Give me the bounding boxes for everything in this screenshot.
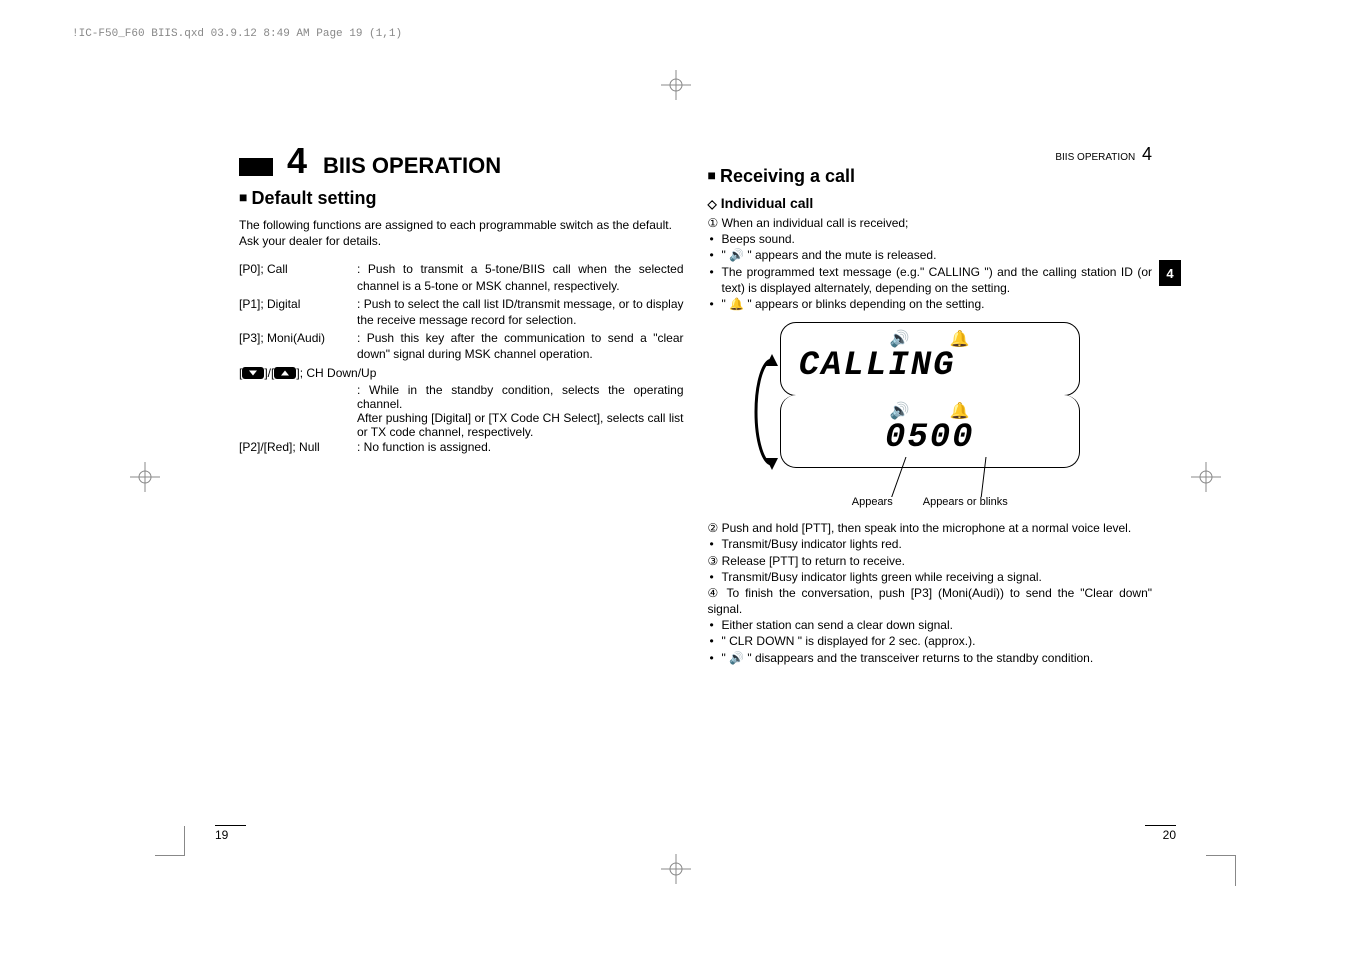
page-number-right: 20 bbox=[1145, 825, 1176, 842]
page-number-left: 19 bbox=[215, 825, 246, 842]
section-receiving-call: ■Receiving a call bbox=[708, 166, 1153, 187]
def-key: [P0]; Call bbox=[239, 261, 357, 293]
crop-mark bbox=[155, 855, 185, 856]
body-text: ① When an individual call is received; B… bbox=[708, 215, 1153, 312]
running-head-number: 4 bbox=[1142, 144, 1152, 164]
step-1: ① When an individual call is received; bbox=[708, 215, 1153, 231]
callout-appears: Appears bbox=[852, 496, 893, 508]
page-left: 4 BIIS OPERATION ■Default setting The fo… bbox=[215, 130, 696, 824]
speaker-icon: 🔊 bbox=[890, 331, 910, 348]
def-p0: [P0]; Call : Push to transmit a 5-tone/B… bbox=[239, 261, 684, 293]
step-1-bullet: Beeps sound. bbox=[708, 231, 1153, 247]
lcd-panel-1: 🔊🔔 CALLING bbox=[780, 322, 1080, 396]
step-4-bullet: " 🔊 " disappears and the transceiver ret… bbox=[708, 650, 1153, 666]
def-chupdown-line2: After pushing [Digital] or [TX Code CH S… bbox=[357, 411, 684, 439]
cycle-arrow-icon bbox=[752, 352, 780, 488]
page-right: BIIS OPERATION 4 4 ■Receiving a call ◇ In… bbox=[696, 130, 1177, 824]
callout-lines-icon bbox=[781, 457, 1081, 497]
def-val: : Push to transmit a 5-tone/BIIS call wh… bbox=[357, 261, 684, 293]
def-p3: [P3]; Moni(Audi) : Push this key after t… bbox=[239, 330, 684, 362]
step-4: ④ To finish the conversation, push [P3] … bbox=[708, 585, 1153, 617]
page-spread: 4 BIIS OPERATION ■Default setting The fo… bbox=[215, 130, 1176, 824]
thumb-tab: 4 bbox=[1159, 260, 1181, 286]
lcd-text-2: 0500 bbox=[799, 419, 1061, 457]
section-default-setting: ■Default setting bbox=[239, 188, 684, 209]
def-key: [P1]; Digital bbox=[239, 296, 357, 328]
def-null: [P2]/[Red]; Null : No function is assign… bbox=[239, 439, 684, 455]
lcd-panel-2: 🔊🔔 0500 bbox=[780, 395, 1080, 468]
step-1-bullet: " 🔊 " appears and the mute is released. bbox=[708, 247, 1153, 263]
section-title-text: Receiving a call bbox=[720, 166, 855, 186]
subsection-individual-call: ◇ Individual call bbox=[708, 195, 1153, 211]
crop-mark bbox=[184, 826, 185, 856]
diamond-bullet-icon: ◇ bbox=[708, 197, 717, 211]
chapter-title: BIIS OPERATION bbox=[323, 153, 501, 179]
step-2-bullet: Transmit/Busy indicator lights red. bbox=[708, 536, 1153, 552]
def-val: : No function is assigned. bbox=[357, 439, 684, 455]
body-text-steps: ② Push and hold [PTT], then speak into t… bbox=[708, 520, 1153, 666]
def-val: : Push to select the call list ID/transm… bbox=[357, 296, 684, 328]
chapter-number: 4 bbox=[287, 140, 307, 182]
def-chupdown-key: []/[]; CH Down/Up bbox=[239, 365, 684, 381]
section-title-text: Default setting bbox=[251, 188, 376, 208]
lcd-status-icons: 🔊🔔 bbox=[799, 401, 1061, 421]
print-slug: !IC-F50_F60 BIIS.qxd 03.9.12 8:49 AM Pag… bbox=[72, 28, 402, 40]
def-p1: [P1]; Digital : Push to select the call … bbox=[239, 296, 684, 328]
registration-mark-left bbox=[130, 462, 160, 492]
bell-icon: 🔔 bbox=[950, 403, 970, 420]
step-4-bullet: " CLR DOWN " is displayed for 2 sec. (ap… bbox=[708, 633, 1153, 649]
crop-mark bbox=[1206, 855, 1236, 856]
chapter-heading: 4 BIIS OPERATION bbox=[239, 140, 684, 182]
callout-appears-blinks: Appears or blinks bbox=[923, 496, 1008, 508]
square-bullet-icon: ■ bbox=[239, 189, 247, 205]
bell-icon: 🔔 bbox=[950, 331, 970, 348]
registration-mark-top bbox=[661, 70, 691, 100]
crop-mark bbox=[1235, 856, 1236, 886]
down-key-icon bbox=[242, 367, 264, 379]
intro-paragraph: The following functions are assigned to … bbox=[239, 217, 684, 249]
step-4-bullet: Either station can send a clear down sig… bbox=[708, 617, 1153, 633]
registration-mark-bottom bbox=[661, 854, 691, 884]
lcd-text-1: CALLING bbox=[799, 347, 1061, 385]
step-1-bullet: The programmed text message (e.g." CALLI… bbox=[708, 264, 1153, 296]
step-3-bullet: Transmit/Busy indicator lights green whi… bbox=[708, 569, 1153, 585]
chapter-strip-icon bbox=[239, 158, 273, 176]
def-val: : Push this key after the communication … bbox=[357, 330, 684, 362]
up-key-icon bbox=[274, 367, 296, 379]
def-key: [P2]/[Red]; Null bbox=[239, 439, 357, 455]
callout-labels: Appears Appears or blinks bbox=[780, 496, 1080, 508]
sub-title-text: Individual call bbox=[721, 195, 814, 211]
registration-mark-right bbox=[1191, 462, 1221, 492]
running-head-text: BIIS OPERATION bbox=[1055, 152, 1135, 163]
step-1-bullet: " 🔔 " appears or blinks depending on the… bbox=[708, 296, 1153, 312]
def-key-icons: []/[]; CH Down/Up bbox=[239, 365, 376, 381]
step-3: ③ Release [PTT] to return to receive. bbox=[708, 553, 1153, 569]
square-bullet-icon: ■ bbox=[708, 167, 716, 183]
ch-down-up-label: ; CH Down/Up bbox=[300, 366, 377, 380]
def-key: [P3]; Moni(Audi) bbox=[239, 330, 357, 362]
speaker-icon: 🔊 bbox=[890, 403, 910, 420]
lcd-status-icons: 🔊🔔 bbox=[799, 329, 1061, 349]
step-2: ② Push and hold [PTT], then speak into t… bbox=[708, 520, 1153, 536]
running-head: BIIS OPERATION 4 bbox=[1055, 144, 1152, 165]
def-chupdown-line1: : While in the standby condition, select… bbox=[357, 383, 684, 411]
lcd-figure: 🔊🔔 CALLING 🔊🔔 0500 Appears Appears or bl… bbox=[780, 322, 1080, 508]
